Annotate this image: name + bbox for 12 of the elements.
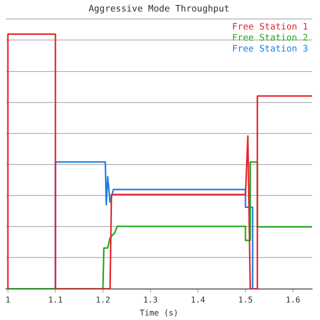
x-tick-label: 1 (5, 296, 10, 305)
text: Free Station 2 (232, 34, 308, 44)
x-tick-label: 1.2 (96, 296, 110, 305)
x-tick-label: 1.4 (190, 296, 206, 305)
x-tick-label: 1.5 (238, 296, 253, 305)
x-axis-title: Time (s) (140, 308, 178, 318)
x-tick-label: 1.3 (143, 296, 158, 305)
text: Free Station 3 (232, 44, 308, 55)
chart-title: Aggressive Mode Throughput (88, 4, 230, 15)
x-tick-label: 1.1 (48, 296, 63, 305)
x-tick-label: 1.6 (286, 296, 300, 305)
text: Free Station 1 (232, 22, 308, 33)
